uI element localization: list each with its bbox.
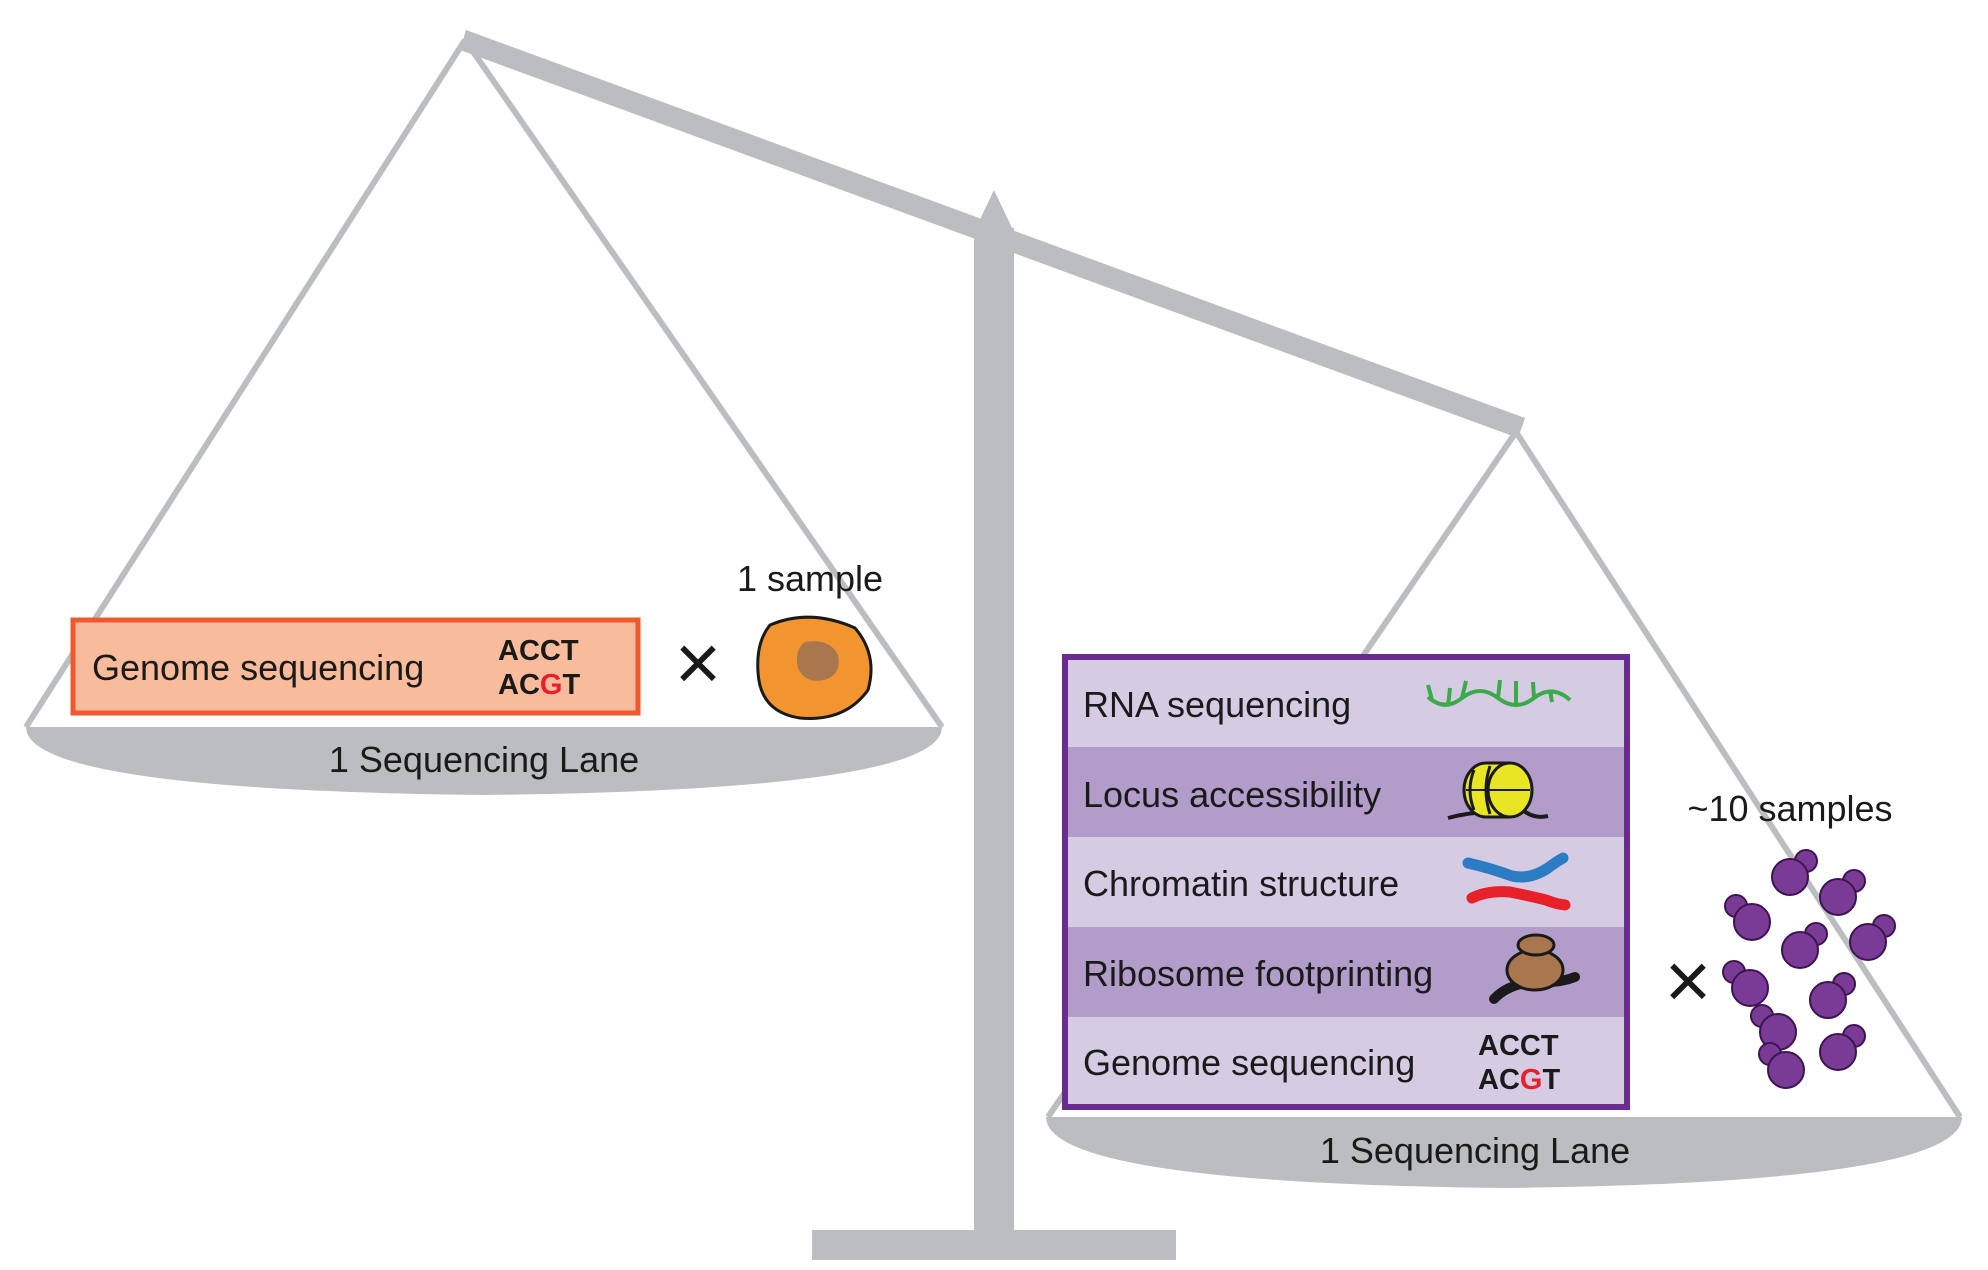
left-pan-strings (23, 38, 945, 729)
rna-icon (1426, 679, 1572, 707)
left-multiply-sign: × (675, 618, 722, 707)
right-multiply-sign: × (1665, 936, 1712, 1025)
svg-text:ACGT: ACGT (498, 669, 580, 701)
left-lane-label: 1 Sequencing Lane (329, 739, 639, 780)
yeast-cell (1750, 1004, 1797, 1051)
ribosome-icon (1489, 933, 1580, 1004)
right-sample-label: ~10 samples (1687, 788, 1892, 829)
yeast-cell (1758, 1042, 1805, 1089)
right-dna-sequence-icon: ACCT ACGT (1478, 1030, 1560, 1096)
yeast-cell (1722, 960, 1769, 1007)
yeast-cells-icon (1722, 849, 1896, 1089)
assay-label-chromatin: Chromatin structure (1083, 863, 1399, 904)
assay-label-ribosome: Ribosome footprinting (1083, 953, 1433, 994)
left-pan (26, 727, 942, 795)
yeast-cell (1819, 1024, 1866, 1071)
assay-label-rna: RNA sequencing (1083, 684, 1351, 725)
yeast-cell (1819, 869, 1866, 916)
svg-text:ACGT: ACGT (1478, 1064, 1560, 1096)
scale-base (812, 1230, 1176, 1260)
yeast-cell (1771, 849, 1818, 896)
yeast-cell (1849, 914, 1896, 961)
svg-text:ACCT: ACCT (498, 635, 579, 667)
nucleosome-icon (1447, 761, 1549, 820)
scale-beam (460, 30, 1525, 438)
right-lane-label: 1 Sequencing Lane (1320, 1130, 1630, 1171)
svg-text:ACCT: ACCT (1478, 1030, 1559, 1062)
yeast-cell (1781, 922, 1828, 969)
assay-label-locus: Locus accessibility (1083, 774, 1381, 815)
left-dna-sequence-icon: ACCT ACGT (498, 635, 580, 701)
chromatin-icon (1462, 852, 1571, 911)
cell-icon (756, 615, 873, 720)
right-pan (1046, 1117, 1962, 1188)
yeast-cell (1809, 972, 1856, 1019)
scale-pillar (974, 228, 1014, 1233)
left-assay-label: Genome sequencing (92, 647, 424, 688)
right-assay-panel: RNA sequencing Locus accessibility Chrom… (1062, 654, 1630, 1110)
yeast-cell (1724, 894, 1771, 941)
left-sample-label: 1 sample (737, 558, 883, 599)
assay-label-genome: Genome sequencing (1083, 1042, 1415, 1083)
left-assay-box: Genome sequencing ACCT ACGT (70, 617, 641, 716)
